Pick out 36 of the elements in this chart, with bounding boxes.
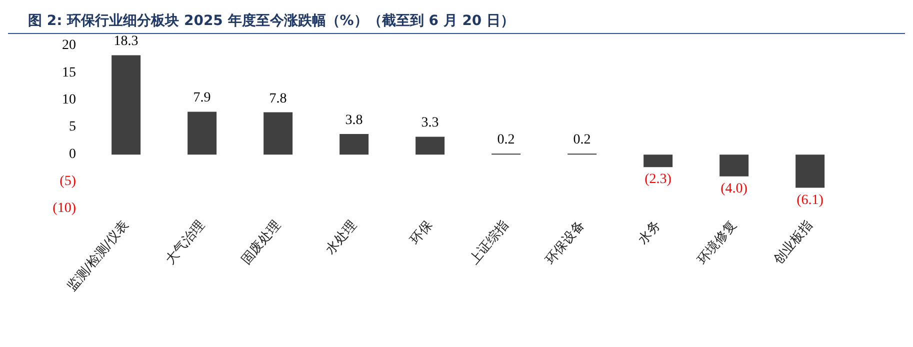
y-tick-label: 0 <box>69 146 76 162</box>
y-tick-label: 5 <box>69 120 76 135</box>
data-label: 3.3 <box>421 116 439 131</box>
x-tick-label: 环保设备 <box>542 218 588 268</box>
data-label: (2.3) <box>644 172 672 188</box>
x-tick-label: 上证综指 <box>466 218 512 268</box>
bar <box>188 112 217 155</box>
x-tick-label: 水处理 <box>323 218 360 258</box>
data-label: 7.8 <box>269 91 287 106</box>
x-tick-label: 创业板指 <box>770 218 816 268</box>
bar <box>416 136 445 155</box>
data-label: 0.2 <box>497 132 515 148</box>
x-tick-label: 大气治理 <box>162 218 208 268</box>
y-tick-label: 15 <box>62 65 76 80</box>
data-label: 18.3 <box>114 34 138 50</box>
bar <box>264 112 293 155</box>
data-label: (4.0) <box>720 181 748 196</box>
data-label: (6.1) <box>796 192 824 208</box>
y-tick-label: 10 <box>62 92 76 108</box>
chart-title: 图 2: 环保行业细分板块 2025 年度至今涨跌幅（%）（截至到 6 月 20 日） <box>8 8 905 34</box>
x-tick-label: 环境修复 <box>694 218 740 268</box>
y-tick-label: (5) <box>60 174 76 190</box>
data-label: 0.2 <box>573 132 591 148</box>
x-tick-label: 环保 <box>408 218 436 248</box>
bar <box>112 55 141 155</box>
y-tick-label: 20 <box>62 38 76 54</box>
bar <box>340 134 369 155</box>
bar <box>796 154 825 188</box>
x-tick-label: 水务 <box>636 218 664 248</box>
y-tick-label: (10) <box>52 201 76 216</box>
data-label: 7.9 <box>193 90 211 106</box>
bar <box>644 154 673 168</box>
data-label: 3.8 <box>345 113 363 128</box>
x-tick-label: 固废处理 <box>238 218 284 268</box>
bar <box>720 154 749 176</box>
x-tick-label: 监测/检测/仪表 <box>64 218 132 294</box>
